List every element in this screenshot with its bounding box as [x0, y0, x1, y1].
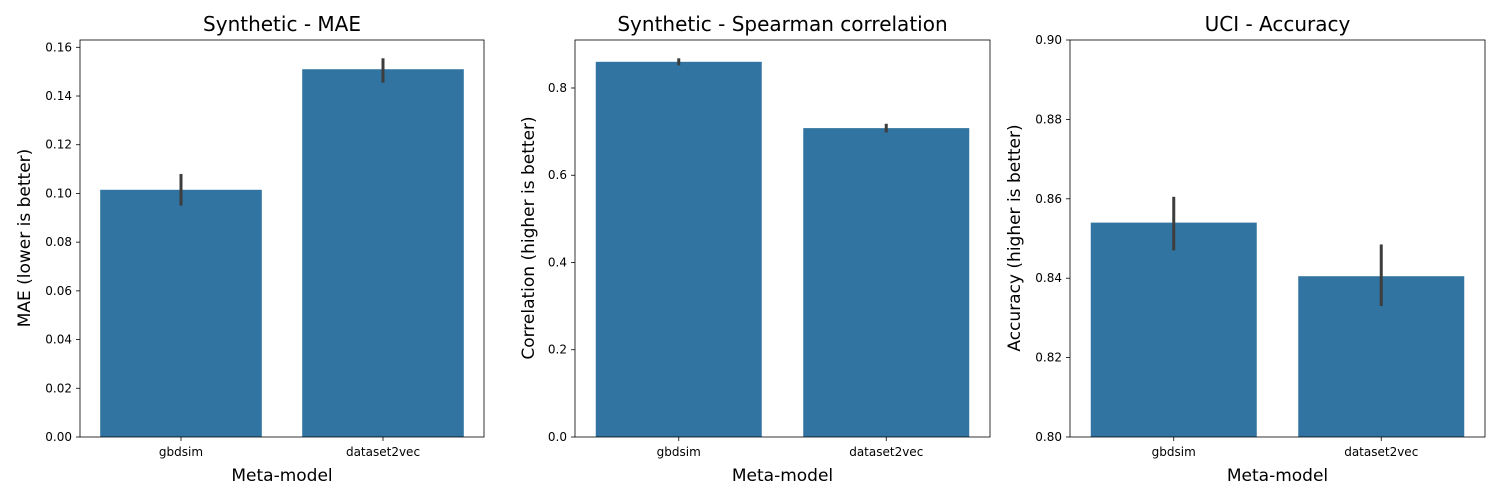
chart-panel-2: gbdsim dataset2vec 0.0 0.2 0.4 0.6 0.8 Syntheti… [519, 12, 991, 486]
y-tick-label: 0.8 [548, 81, 567, 95]
axes-frame [1069, 39, 1486, 438]
chart-title: Synthetic - MAE [203, 12, 361, 36]
x-tick-label: dataset2vec [1344, 445, 1418, 459]
axes-frame [574, 39, 991, 438]
x-tick-label: gbdsim [1152, 445, 1196, 459]
bar-gbdsim [1090, 222, 1257, 437]
y-axis-label: Accuracy (higher is better) [1005, 124, 1025, 351]
y-tick-label: 0.04 [45, 333, 72, 347]
chart-title: Synthetic - Spearman correlation [617, 12, 947, 36]
y-tick-label: 0.4 [548, 255, 567, 269]
y-tick-label: 0.86 [1035, 192, 1062, 206]
y-tick-label: 0.6 [548, 168, 567, 182]
y-tick-label: 0.08 [45, 235, 72, 249]
x-tick-label: gbdsim [159, 445, 203, 459]
x-axis-label: Meta-model [732, 466, 833, 486]
y-axis-label: MAE (lower is better) [15, 149, 35, 328]
x-tick-label: gbdsim [657, 445, 701, 459]
y-axis-label: Correlation (higher is better) [519, 116, 539, 359]
y-tick-label: 0.00 [45, 430, 72, 444]
x-axis-label: Meta-model [231, 466, 332, 486]
y-tick-label: 0.02 [45, 381, 72, 395]
y-tick-label: 0.06 [45, 284, 72, 298]
y-tick-label: 0.16 [45, 40, 72, 54]
x-tick-label: dataset2vec [346, 445, 420, 459]
y-tick-label: 0.90 [1035, 33, 1062, 47]
y-tick-label: 0.84 [1035, 271, 1062, 285]
y-tick-label: 0.2 [548, 343, 567, 357]
axes-frame [79, 39, 485, 438]
chart-title: UCI - Accuracy [1205, 12, 1351, 36]
y-tick-label: 0.88 [1035, 112, 1062, 126]
chart-panel-1: gbdsim dataset2vec 0.00 0.02 0.04 0.06 0.08 0.1… [15, 12, 485, 486]
y-tick-label: 0.12 [45, 138, 72, 152]
y-tick-label: 0.82 [1035, 351, 1062, 365]
bar-gbdsim [595, 61, 762, 438]
y-tick-label: 0.14 [45, 89, 72, 103]
y-tick-label: 0.80 [1035, 430, 1062, 444]
y-tick-label: 0.0 [548, 430, 567, 444]
x-tick-label: dataset2vec [849, 445, 923, 459]
bar-dataset2vec [302, 69, 464, 438]
bar-dataset2vec [803, 128, 970, 437]
chart-panel-3: gbdsim dataset2vec 0.80 0.82 0.84 0.86 0.88 0.9… [1005, 12, 1486, 486]
y-tick-label: 0.10 [45, 186, 72, 200]
x-axis-label: Meta-model [1227, 466, 1328, 486]
bar-gbdsim [100, 189, 262, 437]
